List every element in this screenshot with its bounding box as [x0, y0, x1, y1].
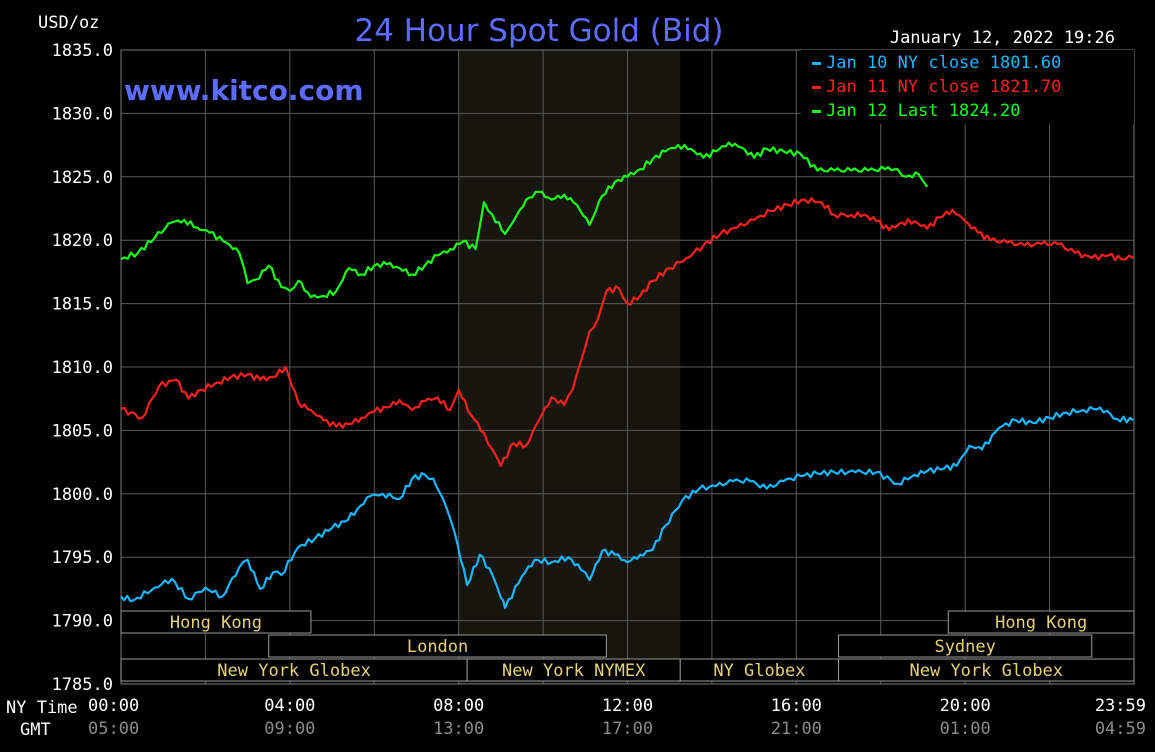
x-tick-label-ny: 23:59	[1095, 696, 1146, 716]
y-tick-label: 1795.0	[52, 548, 113, 568]
chart-title: 24 Hour Spot Gold (Bid)	[354, 13, 723, 49]
y-tick-label: 1785.0	[52, 675, 113, 695]
x-tick-labels: 00:00 05:00 04:00 09:00 08:00 13:00 12:00 17:00…	[88, 696, 1146, 739]
legend-entry: Jan 11 NY close 1821.70	[826, 77, 1061, 97]
legend: Jan 10 NY close 1801.60 Jan 11 NY close 1…	[812, 53, 1061, 121]
session-bar	[838, 634, 1093, 658]
x-tick-label-ny: 00:00	[88, 696, 139, 716]
session-label: NY Globex	[713, 661, 805, 681]
price-series	[120, 141, 1134, 610]
kitco-watermark: www.kitco.com	[124, 74, 364, 107]
y-axis-unit-label: USD/oz	[38, 13, 99, 33]
y-tick-label: 1790.0	[52, 612, 113, 632]
series-line	[120, 141, 929, 299]
y-tick-label: 1825.0	[52, 168, 113, 188]
session-label: Hong Kong	[995, 613, 1087, 633]
y-tick-label: 1800.0	[52, 485, 113, 505]
series-line	[120, 406, 1134, 610]
market-sessions: Hong Kong Hong Kong London Sydney New York G…	[120, 610, 1135, 682]
y-tick-label: 1835.0	[52, 41, 113, 61]
session-label: New York Globex	[217, 661, 371, 681]
session-bar	[947, 610, 1135, 634]
x-tick-label-ny: 12:00	[602, 696, 653, 716]
y-tick-label: 1805.0	[52, 421, 113, 441]
session-label: New York NYMEX	[502, 661, 646, 681]
session-bar	[838, 658, 1135, 682]
y-tick-label: 1820.0	[52, 231, 113, 251]
x-tick-label-gmt: 05:00	[88, 719, 139, 739]
x-tick-label-gmt: 17:00	[602, 719, 653, 739]
session-label: London	[407, 637, 468, 657]
x-tick-label-gmt: 21:00	[771, 719, 822, 739]
ny-time-axis-name: NY Time	[6, 698, 78, 718]
x-tick-label-ny: 08:00	[433, 696, 484, 716]
x-tick-label-gmt: 01:00	[940, 719, 991, 739]
series-line	[120, 197, 1134, 467]
x-tick-label-gmt: 09:00	[264, 719, 315, 739]
session-bar	[120, 610, 312, 634]
session-label: Hong Kong	[170, 613, 262, 633]
y-tick-label: 1830.0	[52, 104, 113, 124]
x-tick-label-ny: 20:00	[940, 696, 991, 716]
legend-swatch	[812, 86, 821, 89]
plot-frame	[120, 49, 1135, 685]
legend-entry: Jan 10 NY close 1801.60	[826, 53, 1061, 73]
y-tick-label: 1810.0	[52, 358, 113, 378]
chart-timestamp: January 12, 2022 19:26	[890, 28, 1115, 48]
legend-swatch	[812, 62, 821, 65]
y-tick-labels: 1835.0 1830.0 1825.0 1820.0 1815.0 1810.0 1805…	[52, 41, 113, 695]
session-bar	[268, 634, 607, 658]
session-label: Sydney	[934, 637, 995, 657]
legend-swatch	[812, 110, 821, 113]
x-tick-label-ny: 16:00	[771, 696, 822, 716]
session-label: New York Globex	[910, 661, 1064, 681]
y-tick-label: 1815.0	[52, 295, 113, 315]
x-tick-label-gmt: 13:00	[433, 719, 484, 739]
x-tick-label-ny: 04:00	[264, 696, 315, 716]
legend-box	[801, 50, 1134, 124]
gmt-axis-name: GMT	[20, 720, 51, 740]
legend-entry: Jan 12 Last 1824.20	[826, 101, 1020, 121]
x-tick-label-gmt: 04:59	[1095, 719, 1146, 739]
